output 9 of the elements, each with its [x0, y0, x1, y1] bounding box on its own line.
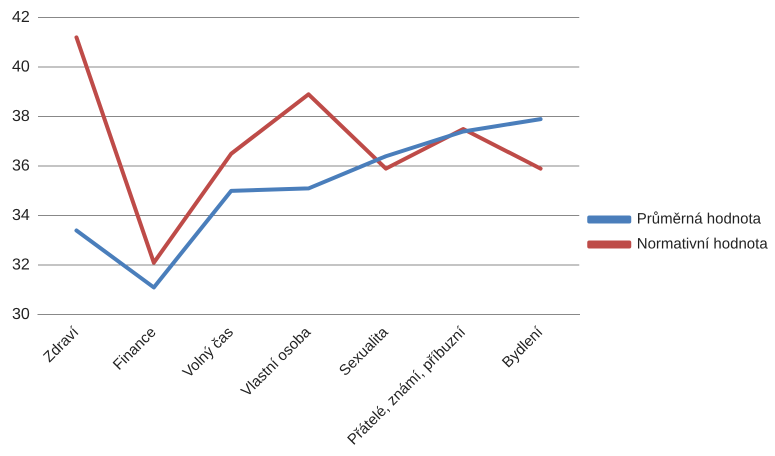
y-tick-label: 42 [12, 9, 30, 26]
y-tick-label: 36 [12, 158, 30, 175]
y-tick-label: 30 [12, 306, 30, 324]
y-tick-label: 34 [12, 207, 30, 224]
y-tick-label: 32 [12, 256, 30, 274]
y-tick-label: 38 [12, 108, 30, 126]
legend-label: Normativní hodnota [636, 236, 768, 253]
legend-label: Průměrná hodnota [636, 210, 762, 228]
y-tick-label: 40 [12, 58, 30, 76]
